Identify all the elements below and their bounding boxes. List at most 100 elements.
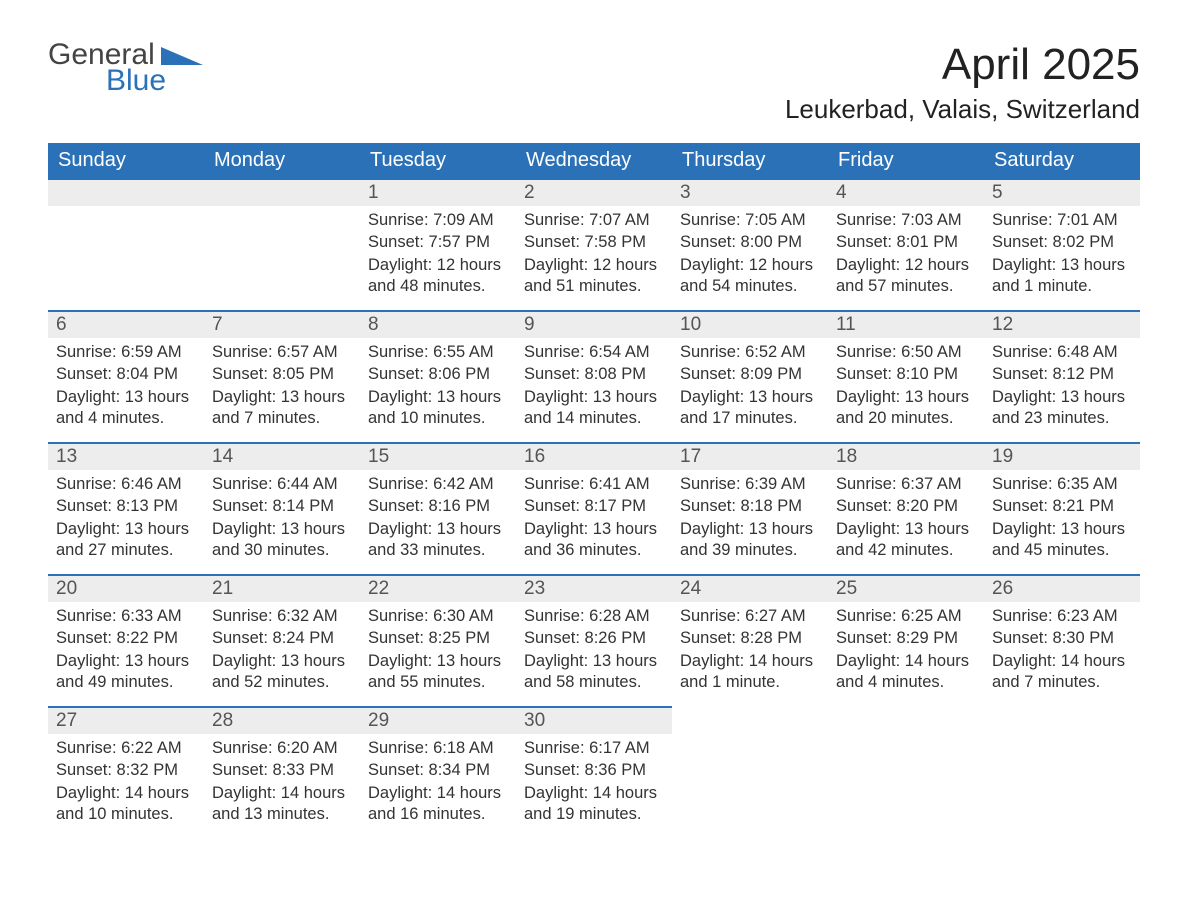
weekday-header: Thursday [672, 143, 828, 178]
day-number-bar: 11 [828, 310, 984, 338]
day-details: Sunrise: 6:22 AMSunset: 8:32 PMDaylight:… [48, 734, 204, 835]
sunset-line: Sunset: 8:17 PM [524, 496, 664, 517]
calendar-week-row: 6Sunrise: 6:59 AMSunset: 8:04 PMDaylight… [48, 310, 1140, 442]
day-number-bar: 4 [828, 178, 984, 206]
day-details: Sunrise: 6:42 AMSunset: 8:16 PMDaylight:… [360, 470, 516, 571]
daylight-line: Daylight: 13 hours and 45 minutes. [992, 519, 1132, 562]
sunrise-line: Sunrise: 6:22 AM [56, 738, 196, 759]
day-number-bar: 13 [48, 442, 204, 470]
daylight-line: Daylight: 12 hours and 54 minutes. [680, 255, 820, 298]
day-number-bar: 24 [672, 574, 828, 602]
sunrise-line: Sunrise: 6:50 AM [836, 342, 976, 363]
calendar-day-cell: 30Sunrise: 6:17 AMSunset: 8:36 PMDayligh… [516, 706, 672, 838]
day-number-bar: 16 [516, 442, 672, 470]
sunrise-line: Sunrise: 6:30 AM [368, 606, 508, 627]
day-number-bar: 2 [516, 178, 672, 206]
day-details: Sunrise: 6:28 AMSunset: 8:26 PMDaylight:… [516, 602, 672, 703]
empty-day-bar [48, 178, 204, 206]
weekday-header: Sunday [48, 143, 204, 178]
day-number-bar: 1 [360, 178, 516, 206]
sunset-line: Sunset: 8:29 PM [836, 628, 976, 649]
sunset-line: Sunset: 8:36 PM [524, 760, 664, 781]
daylight-line: Daylight: 13 hours and 52 minutes. [212, 651, 352, 694]
day-number-bar: 14 [204, 442, 360, 470]
daylight-line: Daylight: 14 hours and 7 minutes. [992, 651, 1132, 694]
day-details: Sunrise: 6:27 AMSunset: 8:28 PMDaylight:… [672, 602, 828, 703]
calendar-day-cell: 19Sunrise: 6:35 AMSunset: 8:21 PMDayligh… [984, 442, 1140, 574]
calendar-empty-cell [48, 178, 204, 310]
day-details: Sunrise: 6:54 AMSunset: 8:08 PMDaylight:… [516, 338, 672, 439]
daylight-line: Daylight: 13 hours and 20 minutes. [836, 387, 976, 430]
day-details: Sunrise: 6:32 AMSunset: 8:24 PMDaylight:… [204, 602, 360, 703]
daylight-line: Daylight: 14 hours and 13 minutes. [212, 783, 352, 826]
day-number-bar: 6 [48, 310, 204, 338]
calendar-day-cell: 8Sunrise: 6:55 AMSunset: 8:06 PMDaylight… [360, 310, 516, 442]
calendar-day-cell: 2Sunrise: 7:07 AMSunset: 7:58 PMDaylight… [516, 178, 672, 310]
sunset-line: Sunset: 8:20 PM [836, 496, 976, 517]
daylight-line: Daylight: 12 hours and 57 minutes. [836, 255, 976, 298]
day-details: Sunrise: 7:01 AMSunset: 8:02 PMDaylight:… [984, 206, 1140, 307]
calendar-header-row: SundayMondayTuesdayWednesdayThursdayFrid… [48, 143, 1140, 178]
day-number-bar: 12 [984, 310, 1140, 338]
daylight-line: Daylight: 13 hours and 7 minutes. [212, 387, 352, 430]
calendar-day-cell: 25Sunrise: 6:25 AMSunset: 8:29 PMDayligh… [828, 574, 984, 706]
day-details: Sunrise: 6:23 AMSunset: 8:30 PMDaylight:… [984, 602, 1140, 703]
sunset-line: Sunset: 8:22 PM [56, 628, 196, 649]
calendar-empty-cell [204, 178, 360, 310]
calendar-day-cell: 5Sunrise: 7:01 AMSunset: 8:02 PMDaylight… [984, 178, 1140, 310]
day-number-bar: 25 [828, 574, 984, 602]
sunset-line: Sunset: 8:01 PM [836, 232, 976, 253]
sunrise-line: Sunrise: 6:23 AM [992, 606, 1132, 627]
sunrise-line: Sunrise: 7:07 AM [524, 210, 664, 231]
sunset-line: Sunset: 8:09 PM [680, 364, 820, 385]
sunset-line: Sunset: 8:32 PM [56, 760, 196, 781]
calendar-day-cell: 26Sunrise: 6:23 AMSunset: 8:30 PMDayligh… [984, 574, 1140, 706]
day-number-bar: 22 [360, 574, 516, 602]
day-number-bar: 26 [984, 574, 1140, 602]
daylight-line: Daylight: 13 hours and 39 minutes. [680, 519, 820, 562]
day-details: Sunrise: 7:09 AMSunset: 7:57 PMDaylight:… [360, 206, 516, 307]
day-number-bar: 27 [48, 706, 204, 734]
sunrise-line: Sunrise: 6:18 AM [368, 738, 508, 759]
day-number-bar: 8 [360, 310, 516, 338]
daylight-line: Daylight: 13 hours and 10 minutes. [368, 387, 508, 430]
day-number-bar: 29 [360, 706, 516, 734]
sunrise-line: Sunrise: 6:27 AM [680, 606, 820, 627]
day-details: Sunrise: 6:17 AMSunset: 8:36 PMDaylight:… [516, 734, 672, 835]
calendar-day-cell: 9Sunrise: 6:54 AMSunset: 8:08 PMDaylight… [516, 310, 672, 442]
sunset-line: Sunset: 8:13 PM [56, 496, 196, 517]
sunrise-line: Sunrise: 6:33 AM [56, 606, 196, 627]
sunrise-line: Sunrise: 6:41 AM [524, 474, 664, 495]
daylight-line: Daylight: 13 hours and 17 minutes. [680, 387, 820, 430]
day-details: Sunrise: 6:25 AMSunset: 8:29 PMDaylight:… [828, 602, 984, 703]
month-title: April 2025 [785, 40, 1140, 90]
day-details: Sunrise: 6:33 AMSunset: 8:22 PMDaylight:… [48, 602, 204, 703]
sunset-line: Sunset: 8:25 PM [368, 628, 508, 649]
sunrise-line: Sunrise: 6:59 AM [56, 342, 196, 363]
day-details: Sunrise: 6:41 AMSunset: 8:17 PMDaylight:… [516, 470, 672, 571]
daylight-line: Daylight: 14 hours and 4 minutes. [836, 651, 976, 694]
day-details: Sunrise: 6:37 AMSunset: 8:20 PMDaylight:… [828, 470, 984, 571]
sunset-line: Sunset: 8:30 PM [992, 628, 1132, 649]
calendar-day-cell: 6Sunrise: 6:59 AMSunset: 8:04 PMDaylight… [48, 310, 204, 442]
day-number-bar: 7 [204, 310, 360, 338]
calendar-day-cell: 20Sunrise: 6:33 AMSunset: 8:22 PMDayligh… [48, 574, 204, 706]
sunrise-line: Sunrise: 6:17 AM [524, 738, 664, 759]
weekday-header: Saturday [984, 143, 1140, 178]
empty-day-bar [204, 178, 360, 206]
sunset-line: Sunset: 8:12 PM [992, 364, 1132, 385]
day-number-bar: 5 [984, 178, 1140, 206]
daylight-line: Daylight: 12 hours and 48 minutes. [368, 255, 508, 298]
daylight-line: Daylight: 13 hours and 27 minutes. [56, 519, 196, 562]
calendar-day-cell: 12Sunrise: 6:48 AMSunset: 8:12 PMDayligh… [984, 310, 1140, 442]
sunrise-line: Sunrise: 6:25 AM [836, 606, 976, 627]
daylight-line: Daylight: 12 hours and 51 minutes. [524, 255, 664, 298]
sunset-line: Sunset: 8:06 PM [368, 364, 508, 385]
day-number-bar: 3 [672, 178, 828, 206]
day-number-bar: 28 [204, 706, 360, 734]
sunset-line: Sunset: 8:24 PM [212, 628, 352, 649]
weekday-header: Friday [828, 143, 984, 178]
calendar-body: 1Sunrise: 7:09 AMSunset: 7:57 PMDaylight… [48, 178, 1140, 838]
day-number-bar: 18 [828, 442, 984, 470]
sunset-line: Sunset: 8:16 PM [368, 496, 508, 517]
